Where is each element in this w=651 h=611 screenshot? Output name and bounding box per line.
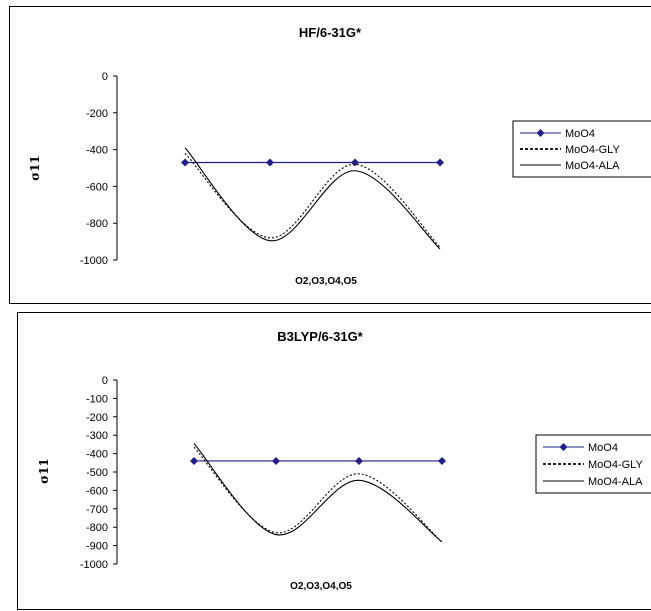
y-tick-label: -800 bbox=[86, 218, 108, 230]
y-tick-label: -200 bbox=[86, 412, 108, 424]
series-moo4-point bbox=[436, 158, 444, 167]
y-tick-label: -400 bbox=[86, 449, 108, 461]
x-axis-label: O2,O3,O4,O5 bbox=[295, 276, 357, 287]
series-moo4-gly bbox=[193, 446, 443, 543]
series-moo4-point bbox=[438, 456, 446, 465]
legend-label: MoO4-ALA bbox=[565, 160, 620, 172]
series-moo4 bbox=[190, 456, 446, 465]
legend-label: MoO4-GLY bbox=[588, 459, 643, 471]
y-axis-label: σ11 bbox=[28, 155, 42, 181]
y-tick-label: -100 bbox=[86, 393, 108, 405]
chart-title: B3LYP/6-31G* bbox=[277, 329, 363, 344]
series-moo4-point bbox=[355, 456, 363, 465]
legend-label: MoO4 bbox=[565, 128, 595, 140]
series-moo4-ala bbox=[193, 443, 443, 543]
y-tick-label: -200 bbox=[86, 108, 108, 120]
y-tick-label: -900 bbox=[86, 541, 108, 553]
chart-panel-hf: HF/6-31G* 0 -200 -400 -600 -800 -1000 σ11 O2,O3,… bbox=[9, 6, 651, 304]
x-axis-label: O2,O3,O4,O5 bbox=[290, 581, 352, 592]
chart-svg-hf: HF/6-31G* 0 -200 -400 -600 -800 -1000 σ11 O2,O3,… bbox=[28, 25, 651, 287]
legend-label: MoO4-GLY bbox=[565, 144, 620, 156]
y-tick-label: -800 bbox=[86, 522, 108, 534]
legend-label: MoO4-ALA bbox=[588, 476, 643, 488]
y-tick-label: -600 bbox=[86, 181, 108, 193]
legend-marker bbox=[536, 129, 545, 137]
series-moo4-point bbox=[272, 456, 280, 465]
legend: MoO4 MoO4-GLY MoO4-ALA bbox=[512, 120, 651, 178]
y-tick-label: -500 bbox=[86, 467, 108, 479]
series-moo4-point bbox=[190, 456, 198, 465]
y-tick-label: -400 bbox=[86, 145, 108, 157]
chart-title: HF/6-31G* bbox=[299, 25, 362, 40]
y-tick-label: -300 bbox=[86, 430, 108, 442]
y-tick-label: 0 bbox=[102, 71, 108, 83]
legend: MoO4 MoO4-GLY MoO4-ALA bbox=[535, 434, 651, 494]
y-tick-label: -600 bbox=[86, 485, 108, 497]
chart-panel-b3lyp: B3LYP/6-31G* 0 -100 -200 -300 -400 -500 -600 -70… bbox=[17, 312, 651, 610]
series-moo4-point bbox=[351, 158, 359, 167]
y-tick-label: 0 bbox=[102, 375, 108, 387]
series-moo4-ala bbox=[184, 147, 441, 250]
series-moo4 bbox=[181, 158, 444, 167]
y-axis-label: σ11 bbox=[37, 458, 51, 484]
series-moo4-gly-line bbox=[193, 446, 443, 543]
series-moo4-point bbox=[266, 158, 274, 167]
series-moo4-ala-line bbox=[193, 443, 443, 543]
chart-svg-b3lyp: B3LYP/6-31G* 0 -100 -200 -300 -400 -500 -600 -70… bbox=[37, 329, 651, 592]
series-moo4-point bbox=[181, 158, 189, 167]
y-tick-label: -700 bbox=[86, 504, 108, 516]
y-tick-label: -1000 bbox=[80, 255, 108, 267]
legend-label: MoO4 bbox=[588, 442, 618, 454]
series-moo4-ala-line bbox=[184, 147, 441, 250]
y-tick-label: -1000 bbox=[80, 559, 108, 571]
legend-marker bbox=[559, 443, 568, 451]
